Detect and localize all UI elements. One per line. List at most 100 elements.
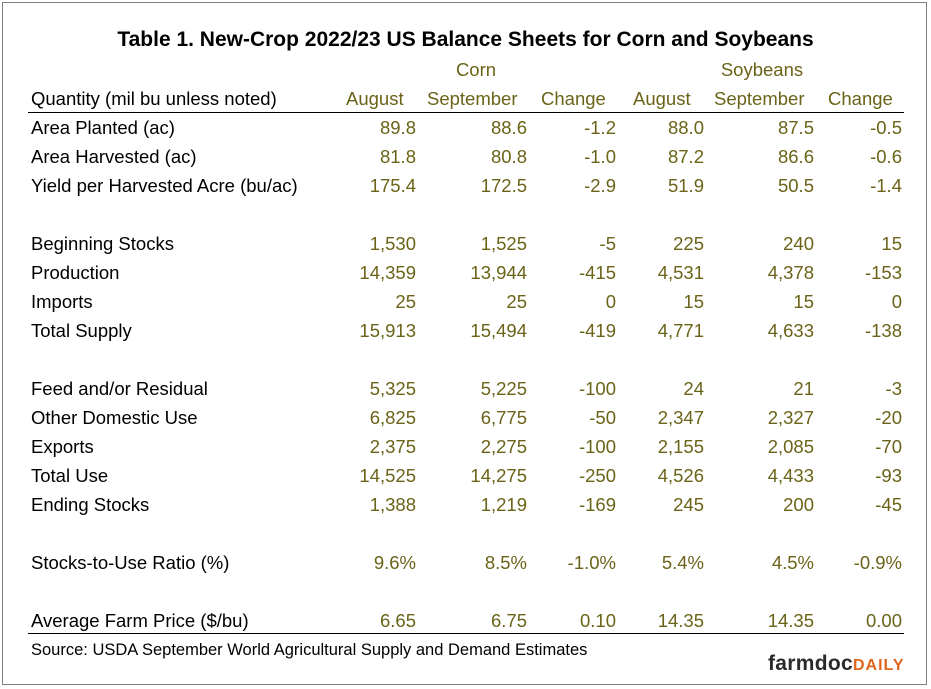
cell-value: -93 [875, 465, 902, 486]
farmdoc-daily-logo: farmdocDAILY [768, 652, 904, 676]
cell-value: -3 [885, 378, 902, 399]
cell-value: 4,771 [657, 320, 704, 341]
cell-value: 200 [783, 494, 814, 515]
cell-value: 6,775 [480, 407, 527, 428]
cell-value: 87.2 [667, 146, 704, 167]
header-rule [28, 112, 904, 113]
row-label: Feed and/or Residual [31, 378, 208, 399]
row-label: Area Planted (ac) [31, 117, 175, 138]
soy-august-header: August [633, 88, 691, 109]
row-label: Production [31, 262, 120, 283]
table-row: Beginning Stocks 1,530 1,525 -5 225 240 15 [0, 233, 931, 257]
table-row: Area Planted (ac) 89.8 88.6 -1.2 88.0 87.5 -0.… [0, 117, 931, 141]
cell-value: -45 [875, 494, 902, 515]
cell-value: -250 [578, 465, 616, 486]
cell-value: 87.5 [777, 117, 814, 138]
row-label: Ending Stocks [31, 494, 150, 515]
cell-value: 0 [891, 291, 902, 312]
cell-value: -100 [578, 436, 616, 457]
cell-value: -100 [578, 378, 616, 399]
cell-value: 245 [673, 494, 704, 515]
corn-august-header: August [346, 88, 404, 109]
cell-value: 240 [783, 233, 814, 254]
cell-value: -415 [578, 262, 616, 283]
cell-value: -153 [864, 262, 902, 283]
cell-value: -70 [875, 436, 902, 457]
cell-value: 4.5% [771, 552, 814, 573]
cell-value: -0.9% [853, 552, 902, 573]
cell-value: 14,359 [359, 262, 416, 283]
row-label: Exports [31, 436, 94, 457]
cell-value: 9.6% [373, 552, 416, 573]
cell-value: 15,913 [359, 320, 416, 341]
cell-value: 4,433 [767, 465, 814, 486]
footer-rule [28, 633, 904, 634]
cell-value: 5,225 [480, 378, 527, 399]
cell-value: 81.8 [379, 146, 416, 167]
cell-value: -50 [589, 407, 616, 428]
cell-value: 2,085 [767, 436, 814, 457]
table-row: Production 14,359 13,944 -415 4,531 4,378 -153 [0, 262, 931, 286]
table-row: Exports 2,375 2,275 -100 2,155 2,085 -70 [0, 436, 931, 460]
cell-value: 2,375 [369, 436, 416, 457]
table-row: Total Use 14,525 14,275 -250 4,526 4,433 -93 [0, 465, 931, 489]
cell-value: 5.4% [661, 552, 704, 573]
table-row: Stocks-to-Use Ratio (%) 9.6% 8.5% -1.0% 5.4%… [0, 552, 931, 576]
cell-value: 89.8 [379, 117, 416, 138]
cell-value: 15 [881, 233, 902, 254]
cell-value: 0.10 [579, 610, 616, 631]
table-row: Total Supply 15,913 15,494 -419 4,771 4,633 -1… [0, 320, 931, 344]
row-label: Imports [31, 291, 93, 312]
row-label: Average Farm Price ($/bu) [31, 610, 249, 631]
cell-value: 51.9 [667, 175, 704, 196]
cell-value: 1,388 [369, 494, 416, 515]
cell-value: 2,347 [657, 407, 704, 428]
table-row: Other Domestic Use 6,825 6,775 -50 2,347 2,32… [0, 407, 931, 431]
cell-value: 4,378 [767, 262, 814, 283]
row-label: Total Supply [31, 320, 132, 341]
cell-value: 80.8 [490, 146, 527, 167]
cell-value: 2,327 [767, 407, 814, 428]
cell-value: -419 [578, 320, 616, 341]
cell-value: -2.9 [584, 175, 616, 196]
cell-value: 6.75 [490, 610, 527, 631]
cell-value: 21 [793, 378, 814, 399]
cell-value: 15,494 [470, 320, 527, 341]
logo-main: farmdoc [768, 652, 853, 675]
row-label: Other Domestic Use [31, 407, 198, 428]
table-row: Feed and/or Residual 5,325 5,225 -100 24 21 -3 [0, 378, 931, 402]
source-note: Source: USDA September World Agricultura… [31, 641, 588, 659]
cell-value: 6,825 [369, 407, 416, 428]
quantity-header: Quantity (mil bu unless noted) [31, 88, 277, 109]
cell-value: 1,530 [369, 233, 416, 254]
table-row: Imports 25 25 0 15 15 0 [0, 291, 931, 315]
row-label: Area Harvested (ac) [31, 146, 197, 167]
cell-value: -1.2 [584, 117, 616, 138]
cell-value: -5 [599, 233, 616, 254]
cell-value: 2,155 [657, 436, 704, 457]
cell-value: -0.5 [870, 117, 902, 138]
cell-value: 172.5 [480, 175, 527, 196]
row-label: Beginning Stocks [31, 233, 174, 254]
cell-value: 24 [683, 378, 704, 399]
cell-value: 4,531 [657, 262, 704, 283]
cell-value: 0.00 [865, 610, 902, 631]
table-title: Table 1. New-Crop 2022/23 US Balance She… [117, 28, 814, 51]
cell-value: 25 [506, 291, 527, 312]
soy-september-header: September [714, 88, 805, 109]
cell-value: 50.5 [777, 175, 814, 196]
cell-value: 14.35 [657, 610, 704, 631]
cell-value: 15 [683, 291, 704, 312]
corn-change-header: Change [541, 88, 606, 109]
cell-value: 14,275 [470, 465, 527, 486]
cell-value: 88.0 [667, 117, 704, 138]
corn-group-header: Corn [455, 59, 497, 80]
row-label: Stocks-to-Use Ratio (%) [31, 552, 230, 573]
cell-value: -138 [864, 320, 902, 341]
cell-value: 25 [395, 291, 416, 312]
cell-value: -1.0% [567, 552, 616, 573]
cell-value: 4,526 [657, 465, 704, 486]
cell-value: 14,525 [359, 465, 416, 486]
soybeans-group-header: Soybeans [720, 59, 804, 80]
